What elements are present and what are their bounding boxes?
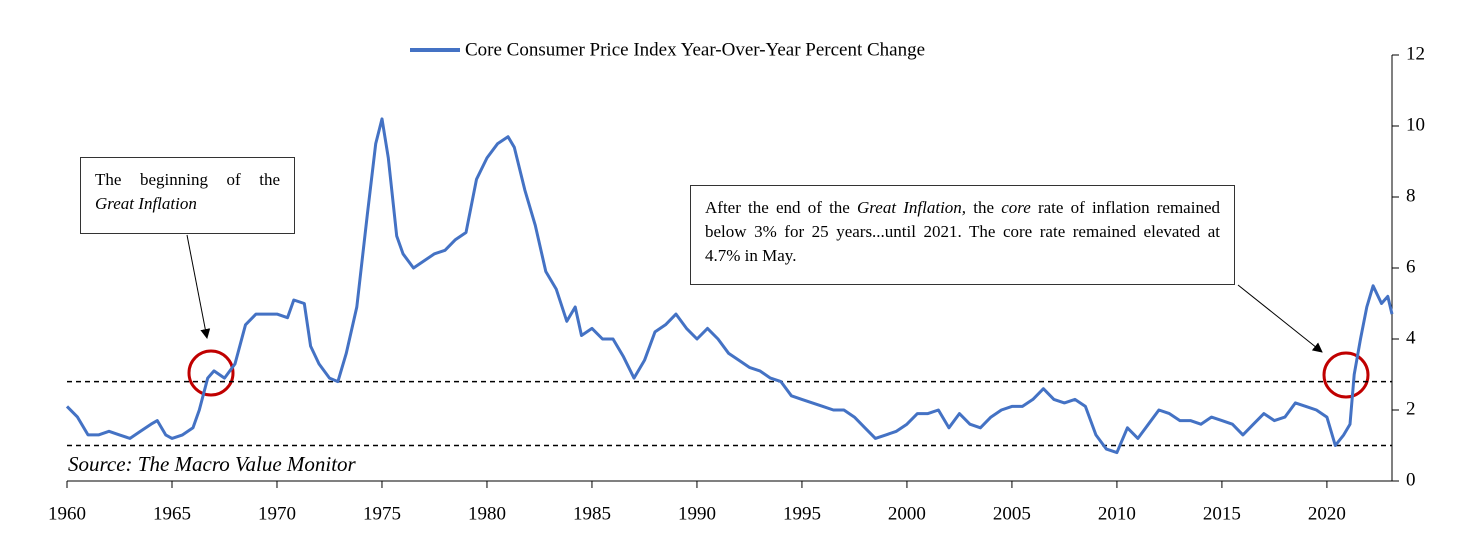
legend-label: Core Consumer Price Index Year-Over-Year… xyxy=(465,39,925,60)
x-tick-label: 1990 xyxy=(678,503,716,524)
annotation-text: the xyxy=(966,198,1002,217)
y-tick-label: 6 xyxy=(1406,256,1416,277)
annotation-text: The beginning of the xyxy=(95,170,285,189)
x-tick-label: 2015 xyxy=(1203,503,1241,524)
y-tick-label: 10 xyxy=(1406,114,1425,135)
annotation-text: core xyxy=(1001,198,1031,217)
highlight-circle xyxy=(1322,351,1370,399)
y-tick-label: 12 xyxy=(1406,43,1425,64)
x-tick-label: 1965 xyxy=(153,503,191,524)
annotation-box: After the end of the Great Inflation, th… xyxy=(690,185,1235,285)
x-tick-label: 1995 xyxy=(783,503,821,524)
y-tick-label: 4 xyxy=(1406,327,1416,348)
x-tick-label: 1980 xyxy=(468,503,506,524)
arrow xyxy=(186,234,211,339)
source: Source: The Macro Value Monitor xyxy=(68,452,357,476)
x-tick-label: 2005 xyxy=(993,503,1031,524)
y-tick-label: 2 xyxy=(1406,398,1416,419)
x-tick-label: 2000 xyxy=(888,503,926,524)
annotation-box: The beginning of the Great Inflation xyxy=(80,157,295,234)
annotation-text: Great Inflation, xyxy=(857,198,967,217)
annotation-text: After the end of the xyxy=(705,198,858,217)
data-line xyxy=(65,117,1394,455)
x-tick-label: 1960 xyxy=(48,503,86,524)
x-tick-label: 1970 xyxy=(258,503,296,524)
annotation-text: Great Inflation xyxy=(95,194,197,213)
y-tick-label: 8 xyxy=(1406,185,1416,206)
x-tick-label: 2010 xyxy=(1098,503,1136,524)
y-tick-label: 0 xyxy=(1406,469,1416,490)
arrow xyxy=(1237,284,1323,353)
annotation-text: rate of inflation remained below 3% for … xyxy=(705,198,1225,265)
x-tick-label: 1975 xyxy=(363,503,401,524)
x-tick-label: 2020 xyxy=(1308,503,1346,524)
x-tick-label: 1985 xyxy=(573,503,611,524)
highlight-circle xyxy=(187,349,235,397)
